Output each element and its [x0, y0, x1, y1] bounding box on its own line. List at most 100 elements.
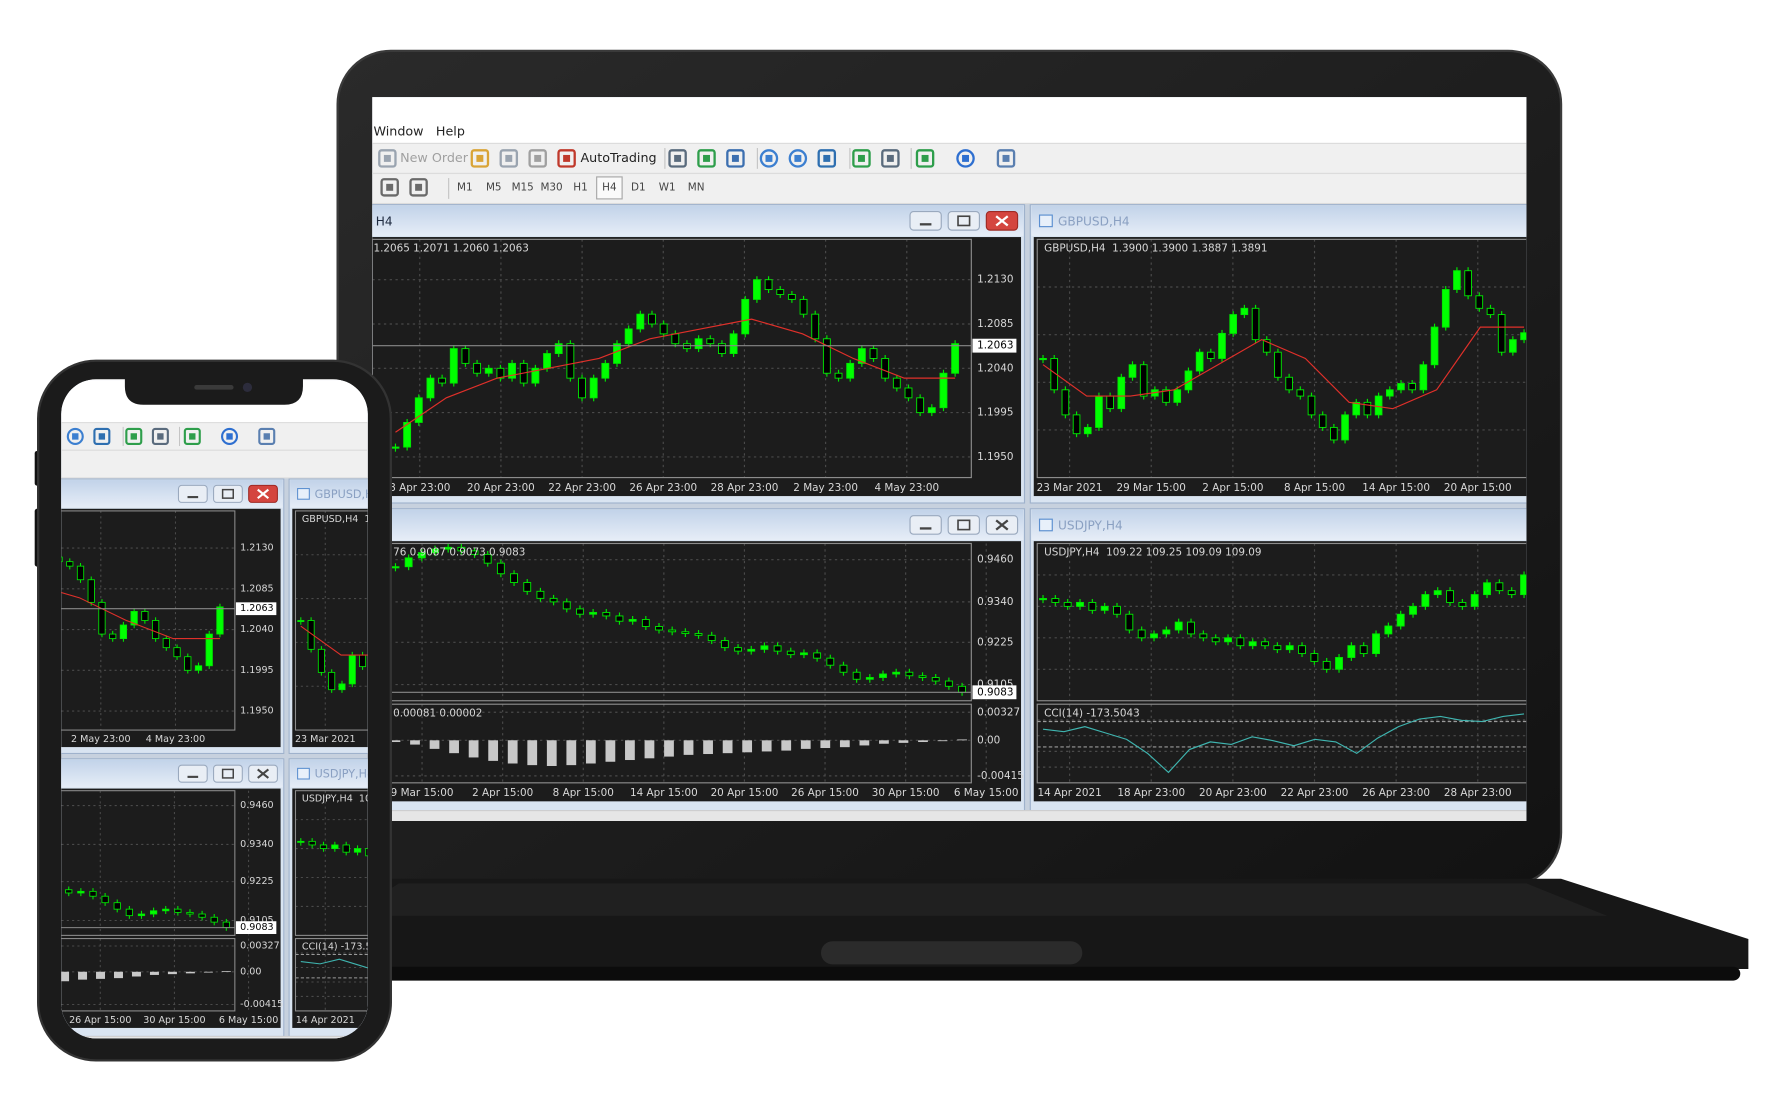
- candle: [786, 650, 795, 656]
- y-tick-label: 1.1995: [977, 407, 1013, 419]
- x-tick-label: 20 Apr 23:00: [467, 482, 535, 494]
- toolbar-icon-detail: [674, 154, 682, 162]
- candle: [1520, 332, 1527, 341]
- candle: [470, 550, 479, 555]
- timeframe: M30: [540, 181, 562, 193]
- candle: [308, 840, 316, 846]
- toolbar-icon: [499, 149, 519, 168]
- price-tag-label: 1.2063: [977, 340, 1013, 352]
- candle: [130, 611, 138, 626]
- candle: [297, 840, 305, 843]
- candle: [1173, 389, 1182, 403]
- candle: [1061, 389, 1070, 416]
- x-tick-label: 30 Apr 15:00: [872, 787, 940, 799]
- candle: [113, 902, 121, 910]
- toolbar-icon-detail: [765, 154, 773, 162]
- x-tick-label: 23 Mar 2021: [295, 734, 356, 745]
- y-tick-label: 0.9105: [240, 915, 273, 926]
- window-title: H4: [376, 215, 393, 229]
- candle: [297, 620, 305, 622]
- candle: [1083, 426, 1092, 435]
- toolbar-icon-detail: [857, 154, 865, 162]
- y-tick-label: 1.2130: [977, 274, 1013, 286]
- candle: [5, 880, 11, 886]
- button-glyph: [257, 768, 270, 779]
- candle: [510, 573, 518, 583]
- auto-trading: AutoTrading: [580, 150, 656, 165]
- pane-info: 0.00081 0.00002: [393, 707, 482, 719]
- candle: [1240, 307, 1249, 316]
- candle: [1199, 633, 1208, 639]
- toolbar-icon-detail: [263, 433, 270, 440]
- x-tick-label: 6 May 15:00: [954, 787, 1019, 799]
- candle: [641, 619, 650, 627]
- candle: [1218, 332, 1226, 359]
- candle: [1106, 395, 1114, 410]
- plot-frame: [372, 542, 972, 702]
- candle: [1117, 376, 1126, 410]
- candle: [508, 362, 516, 379]
- candle: [566, 343, 575, 379]
- x-tick-label: 9 Mar 15:00: [391, 787, 454, 799]
- timeframe: M15: [512, 181, 534, 193]
- toolbar-icon-detail: [794, 154, 802, 162]
- toolbar-icon-detail: [226, 433, 233, 440]
- toolbar-icon: [409, 178, 428, 197]
- x-tick-label: 28 Apr 23:00: [711, 482, 779, 494]
- candle: [951, 343, 960, 374]
- candle: [1285, 376, 1293, 391]
- candle: [1296, 389, 1305, 397]
- toolbar-icon: [759, 149, 779, 168]
- window-title-bar: [1031, 205, 1527, 236]
- x-tick-label: 2 Apr 15:00: [1202, 482, 1263, 494]
- candle: [438, 377, 447, 384]
- toolbar-icon: [258, 427, 276, 445]
- candle: [391, 566, 400, 569]
- x-tick-label: 2 May 23:00: [71, 734, 130, 745]
- candle: [776, 289, 785, 295]
- plot-frame: [1036, 238, 1527, 479]
- plot-frame: [294, 510, 368, 731]
- candle: [1298, 645, 1306, 655]
- timeframe-bar: [61, 449, 368, 479]
- candle: [916, 397, 925, 414]
- candle: [729, 333, 738, 355]
- candle: [668, 629, 677, 633]
- candle: [576, 608, 584, 615]
- candle: [457, 546, 466, 552]
- candle: [1341, 414, 1349, 441]
- toolbar-icon-detail: [72, 433, 79, 440]
- moving-average: [1042, 326, 1525, 410]
- candle: [1251, 307, 1260, 341]
- candle: [892, 377, 901, 389]
- candle: [426, 377, 435, 399]
- candle: [648, 313, 656, 325]
- candle: [826, 657, 835, 666]
- window-button: [947, 515, 980, 535]
- toolbar-icon-detail: [15, 433, 21, 439]
- price-tag-label: 0.9083: [977, 686, 1013, 698]
- plot-frame: [294, 938, 368, 1012]
- window-button: [177, 764, 208, 783]
- candle: [904, 387, 913, 399]
- candle: [1174, 621, 1183, 631]
- candle: [931, 677, 940, 682]
- y-tick-label: -0.00415: [240, 999, 283, 1010]
- candle: [66, 561, 74, 567]
- candle: [543, 353, 551, 369]
- candle: [1385, 389, 1394, 397]
- candle: [404, 557, 413, 568]
- candle: [1039, 357, 1047, 361]
- candle: [1497, 314, 1506, 353]
- candle: [1139, 364, 1148, 397]
- candle: [562, 601, 571, 610]
- candle: [1100, 605, 1109, 611]
- toolbar-icon: [915, 149, 935, 168]
- plot-frame: [1036, 542, 1527, 702]
- laptop-keyboard: [346, 883, 1608, 916]
- toolbar-icon: [378, 149, 397, 168]
- toolbar-icon: [557, 149, 576, 168]
- candle: [24, 566, 30, 598]
